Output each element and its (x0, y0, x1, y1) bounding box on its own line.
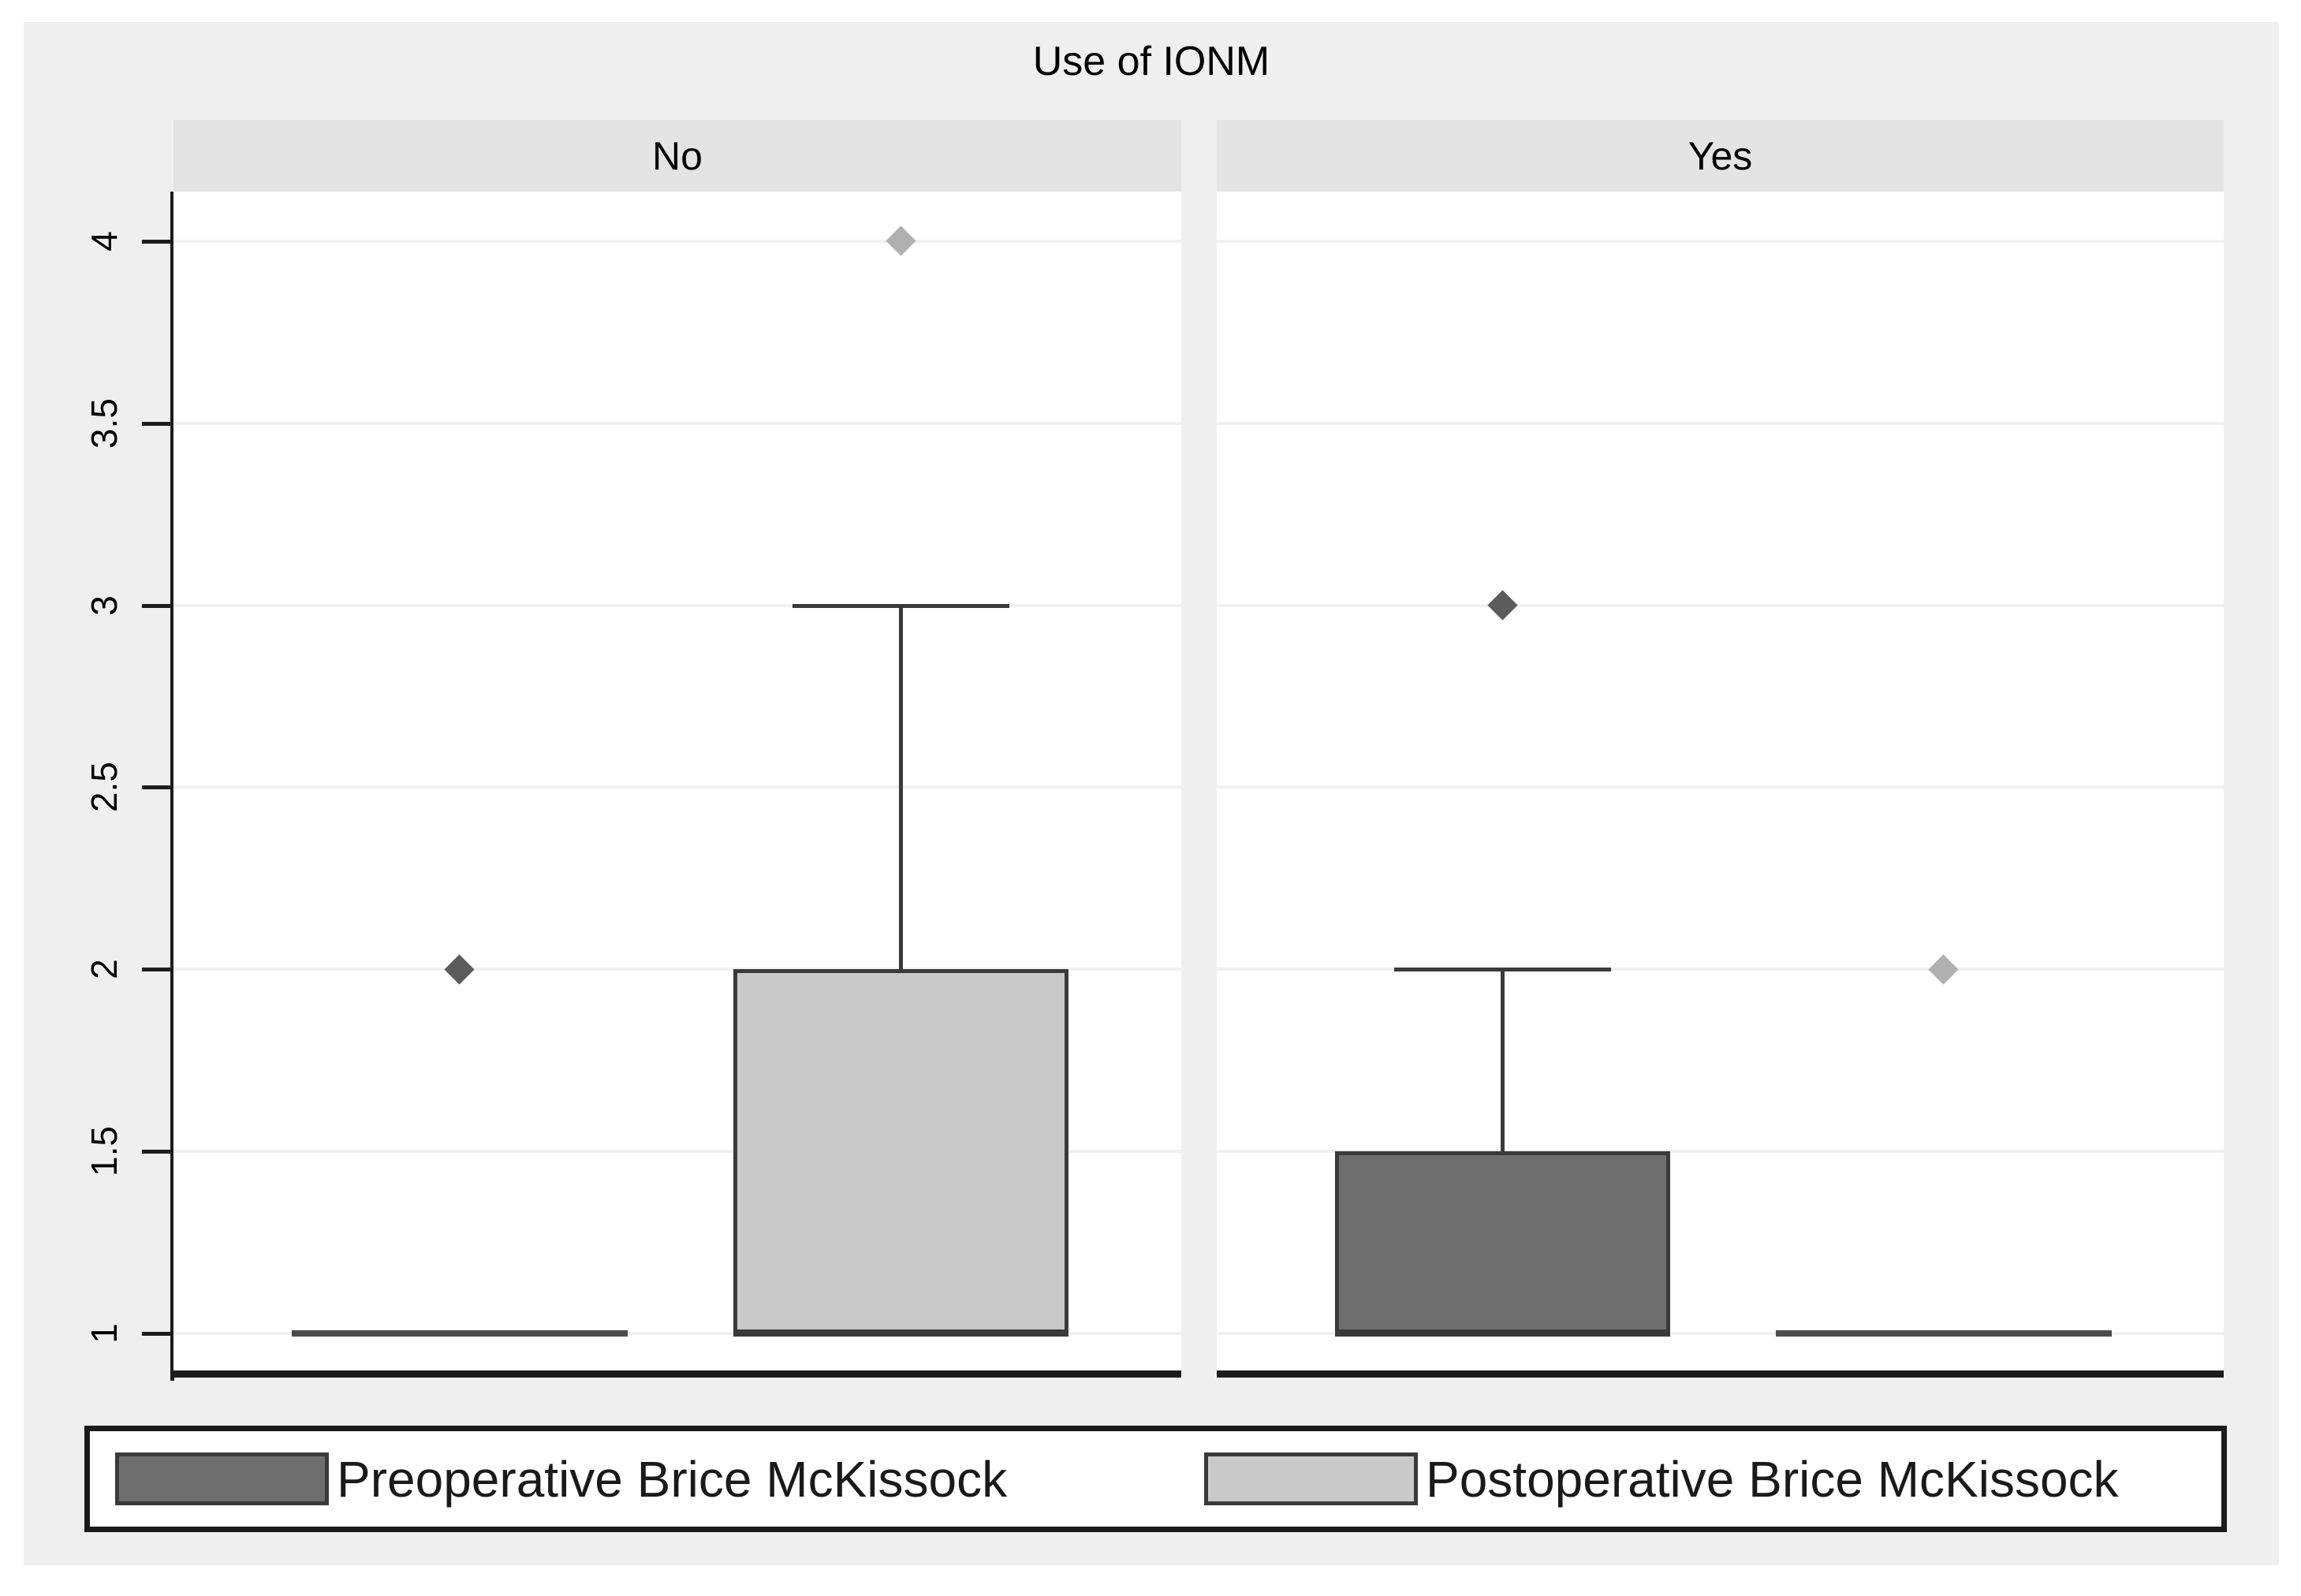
gridline (1217, 968, 2224, 971)
y-axis-tick-label-text: 4 (84, 231, 125, 252)
x-axis-line (173, 1370, 1181, 1378)
panel-header-label: Yes (1688, 133, 1753, 178)
y-axis-tick-label: 2.5 (76, 732, 132, 842)
y-axis-tick-label-text: 2.5 (83, 762, 125, 813)
legend-entry: Postoperative Brice McKissock (1204, 1431, 2119, 1527)
gridline (173, 1332, 1181, 1335)
y-axis-tick (142, 421, 173, 426)
gridline (1217, 785, 2224, 789)
y-axis-tick (142, 1150, 173, 1154)
y-axis-tick-label-text: 1.5 (83, 1126, 125, 1177)
gridline (173, 785, 1181, 789)
box-preoperative (1335, 1151, 1671, 1333)
box-postoperative (733, 969, 1069, 1333)
legend: Preoperative Brice McKissock Postoperativ… (84, 1426, 2227, 1532)
median-line-postoperative (733, 1330, 1069, 1337)
y-axis-tick-label: 2 (76, 914, 132, 1024)
legend-swatch (1204, 1452, 1418, 1505)
y-axis-tick-label-text: 3.5 (83, 397, 125, 449)
collapsed-box-postoperative (1776, 1330, 2112, 1337)
y-axis-tick-label-text: 3 (84, 595, 125, 616)
gridline (173, 603, 1181, 607)
y-axis-tick (142, 968, 173, 972)
gridline (173, 421, 1181, 425)
gridline (1217, 239, 2224, 243)
panel-header-label: No (652, 133, 703, 178)
gridline (173, 1150, 1181, 1154)
y-axis-tick-label: 4 (76, 186, 132, 296)
chart-title: Use of IONM (1032, 39, 1270, 84)
collapsed-box-preoperative (292, 1330, 628, 1337)
upper-whisker-cap-postoperative (792, 603, 1010, 608)
y-axis-tick (142, 785, 173, 790)
upper-whisker-cap-preoperative (1394, 968, 1611, 972)
upper-whisker-postoperative (899, 605, 904, 970)
y-axis-tick-label: 3.5 (76, 368, 132, 479)
upper-whisker-preoperative (1501, 969, 1505, 1152)
gridline (1217, 1150, 2224, 1154)
gridline (173, 968, 1181, 971)
panel-header-no: No (173, 120, 1181, 192)
y-axis-tick (142, 239, 173, 244)
y-axis-tick-label-text: 2 (84, 959, 125, 980)
gridline (1217, 421, 2224, 425)
gridline (1217, 1332, 2224, 1335)
panel-header-yes: Yes (1217, 120, 2224, 192)
y-axis-tick-label-text: 1 (84, 1323, 125, 1344)
legend-entry: Preoperative Brice McKissock (115, 1431, 1007, 1527)
legend-label: Preoperative Brice McKissock (337, 1450, 1008, 1508)
legend-swatch (115, 1452, 329, 1505)
y-axis-tick-label: 1 (76, 1278, 132, 1389)
gridline (173, 239, 1181, 243)
legend-label: Postoperative Brice McKissock (1426, 1450, 2119, 1508)
gridline (1217, 603, 2224, 607)
y-axis-tick (142, 603, 173, 608)
x-axis-line (1217, 1370, 2224, 1378)
y-axis-tick-label: 1.5 (76, 1096, 132, 1206)
median-line-preoperative (1335, 1330, 1671, 1337)
y-axis-tick (142, 1332, 173, 1336)
y-axis-tick-label: 3 (76, 550, 132, 661)
